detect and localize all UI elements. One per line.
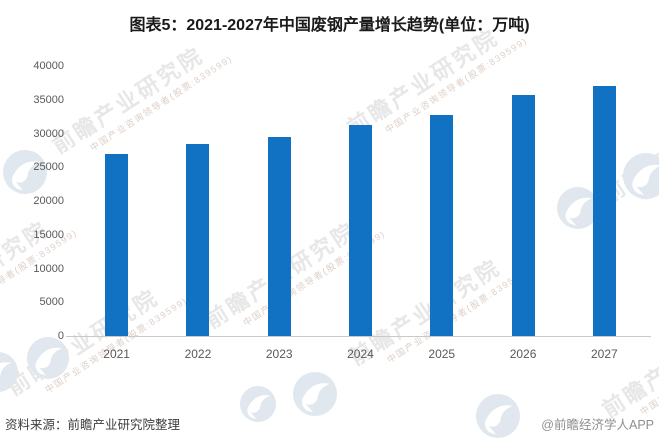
- brand-note: @前瞻经济学人APP: [541, 418, 654, 432]
- y-axis-tick-label: 20000: [33, 195, 64, 207]
- y-axis-tick-label: 25000: [33, 161, 64, 174]
- x-axis-labels: 2021 2022 2023 2024 2025 2026 2027: [76, 347, 645, 361]
- bar-2027: [592, 86, 616, 336]
- y-axis-tick-label: 10000: [33, 262, 64, 275]
- footer: 资料来源：前瞻产业研究院整理 @前瞻经济学人APP: [5, 414, 654, 433]
- bar-2023: [267, 136, 291, 336]
- y-axis-tick-label: 40000: [33, 60, 64, 72]
- chart-title: 图表5：2021-2027年中国废钢产量增长趋势(单位：万吨): [129, 17, 530, 34]
- bar-slot: [76, 66, 157, 336]
- bar-slot: [482, 66, 563, 336]
- bar-slot: [564, 66, 645, 336]
- x-axis-line: [66, 336, 651, 337]
- bar-slot: [157, 66, 238, 336]
- bar-slot: [239, 66, 320, 336]
- x-axis-label-2023: 2023: [265, 347, 293, 361]
- y-axis-tick-label: 35000: [33, 93, 64, 106]
- bar-series: [76, 66, 645, 336]
- source-note: 资料来源：前瞻产业研究院整理: [5, 418, 181, 432]
- y-axis-tick-label: 5000: [39, 296, 64, 309]
- y-axis-tick-label: 30000: [33, 127, 64, 140]
- x-axis-label-2024: 2024: [347, 347, 374, 361]
- x-axis-label-2021: 2021: [103, 347, 130, 361]
- bar-2024: [348, 125, 372, 336]
- y-axis-tick-label: 15000: [33, 228, 64, 241]
- bar-2026: [511, 95, 535, 336]
- bar-2021: [105, 153, 129, 336]
- bar-slot: [320, 66, 401, 336]
- x-axis-label-2025: 2025: [428, 347, 456, 361]
- y-axis-tick-label: 0: [57, 330, 64, 342]
- bar-slot: [401, 66, 482, 336]
- bar-2022: [186, 143, 210, 336]
- x-axis-label-2022: 2022: [184, 347, 212, 361]
- bar-2025: [430, 115, 454, 336]
- x-axis-label-2027: 2027: [590, 347, 618, 361]
- x-axis-label-2026: 2026: [509, 347, 537, 361]
